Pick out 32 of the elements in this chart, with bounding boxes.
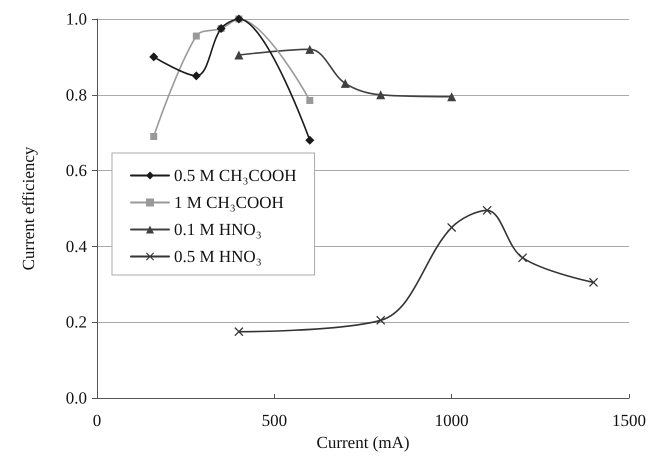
x-tick-label: 1500 [612, 411, 646, 430]
point [192, 71, 201, 80]
y-tick-label: 0.4 [66, 236, 88, 256]
point [340, 78, 350, 88]
point [589, 278, 598, 287]
point [518, 253, 528, 262]
x-axis-title: Current (mA) [316, 433, 410, 452]
y-tick-label: 0.8 [66, 85, 87, 104]
legend-label: 0.1 M HNO₃ [174, 220, 262, 239]
point [192, 32, 200, 40]
y-tick-label: 0.0 [66, 388, 87, 408]
x-tick-label: 1000 [434, 411, 469, 430]
x-tick-label: 500 [262, 411, 288, 430]
y-tick-label: 1.0 [66, 10, 87, 28]
y-tick-label: 0.6 [66, 161, 87, 180]
y-axis-title: Current efficiency [19, 146, 38, 270]
point [447, 222, 456, 232]
legend-label: 0.5 M CH₃COOH [174, 166, 297, 185]
point [305, 44, 314, 54]
x-tick-label: 0 [92, 411, 102, 430]
point [305, 136, 314, 145]
y-tick-label: 0.2 [66, 312, 87, 332]
legend-label: 0.5 M HNO₃ [174, 247, 262, 266]
point [234, 50, 244, 60]
point [376, 90, 386, 100]
legend-label: 1 M CH₃COOH [174, 193, 284, 212]
point [150, 132, 158, 140]
point [447, 92, 456, 102]
point [149, 52, 158, 62]
point [306, 96, 314, 104]
point [482, 206, 492, 215]
point [234, 327, 244, 336]
